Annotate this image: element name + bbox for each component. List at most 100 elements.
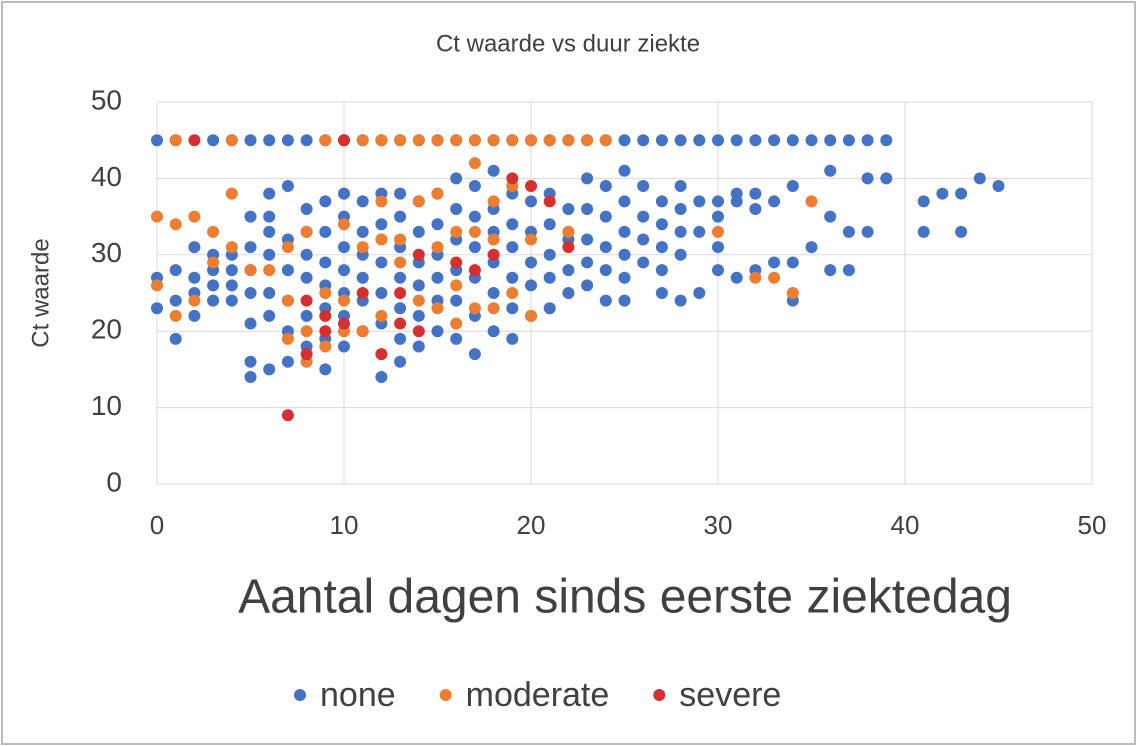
point xyxy=(151,279,163,292)
point xyxy=(375,348,388,361)
point xyxy=(169,332,182,345)
point xyxy=(543,302,556,315)
point xyxy=(151,210,163,223)
point xyxy=(543,218,556,231)
point xyxy=(263,134,276,147)
point xyxy=(319,195,332,208)
point xyxy=(525,256,537,269)
point xyxy=(824,210,837,223)
point xyxy=(338,134,350,147)
point xyxy=(581,134,594,147)
point xyxy=(188,210,201,223)
point xyxy=(655,264,668,277)
point xyxy=(412,248,425,261)
legend-label: none xyxy=(320,676,396,714)
point xyxy=(394,187,407,200)
point xyxy=(637,210,650,223)
point xyxy=(356,134,369,147)
point xyxy=(356,287,369,299)
point xyxy=(674,180,687,193)
y-tick-label: 30 xyxy=(91,237,122,268)
point xyxy=(861,172,874,185)
point xyxy=(207,279,220,292)
point xyxy=(730,195,743,208)
point xyxy=(936,187,949,200)
point xyxy=(655,195,668,208)
point xyxy=(319,134,332,147)
point xyxy=(450,294,463,307)
point xyxy=(618,195,631,208)
point xyxy=(655,287,668,299)
point xyxy=(768,195,781,208)
y-tick-label: 20 xyxy=(91,314,122,345)
point xyxy=(394,317,407,330)
point xyxy=(468,210,481,223)
x-tick-label: 20 xyxy=(517,510,546,540)
point xyxy=(300,225,313,238)
legend-marker xyxy=(439,689,452,701)
point xyxy=(319,325,332,338)
point xyxy=(637,256,650,269)
point xyxy=(394,210,407,223)
point xyxy=(244,134,257,147)
legend-label: severe xyxy=(679,676,781,714)
point xyxy=(880,172,893,185)
point xyxy=(281,241,294,254)
point xyxy=(506,302,519,315)
point xyxy=(338,317,350,330)
point xyxy=(338,294,350,307)
point xyxy=(281,332,294,345)
legend-label: moderate xyxy=(466,676,610,714)
point xyxy=(506,241,519,254)
point xyxy=(338,187,350,200)
point xyxy=(655,218,668,231)
point xyxy=(356,325,369,338)
point xyxy=(319,363,332,376)
point xyxy=(169,134,182,147)
point xyxy=(842,225,855,238)
point xyxy=(618,271,631,284)
point xyxy=(375,218,388,231)
point xyxy=(655,241,668,254)
point xyxy=(468,157,481,170)
point xyxy=(487,287,500,299)
point xyxy=(693,225,706,238)
point xyxy=(412,279,425,292)
point xyxy=(188,241,201,254)
point xyxy=(562,202,575,215)
point xyxy=(581,202,594,215)
point xyxy=(207,225,220,238)
point xyxy=(431,241,444,254)
point xyxy=(338,340,350,353)
point xyxy=(356,225,369,238)
point xyxy=(412,340,425,353)
point xyxy=(207,256,220,269)
point xyxy=(749,187,762,200)
point xyxy=(450,317,463,330)
point xyxy=(450,172,463,185)
y-axis-label: Ct waarde xyxy=(27,238,54,347)
point xyxy=(599,180,612,193)
point xyxy=(917,225,930,238)
point xyxy=(674,134,687,147)
y-tick-label: 40 xyxy=(91,161,122,192)
point xyxy=(562,134,575,147)
point xyxy=(394,302,407,315)
point xyxy=(225,294,238,307)
point xyxy=(375,134,388,147)
point xyxy=(338,264,350,277)
point xyxy=(824,164,837,177)
point xyxy=(768,271,781,284)
point xyxy=(169,309,182,322)
point xyxy=(412,309,425,322)
point xyxy=(861,134,874,147)
point xyxy=(730,271,743,284)
point xyxy=(188,271,201,284)
point xyxy=(973,172,986,185)
point xyxy=(300,325,313,338)
point xyxy=(431,218,444,231)
chart-title: Ct waarde vs duur ziekte xyxy=(436,30,700,57)
point xyxy=(525,309,537,322)
point xyxy=(599,134,612,147)
